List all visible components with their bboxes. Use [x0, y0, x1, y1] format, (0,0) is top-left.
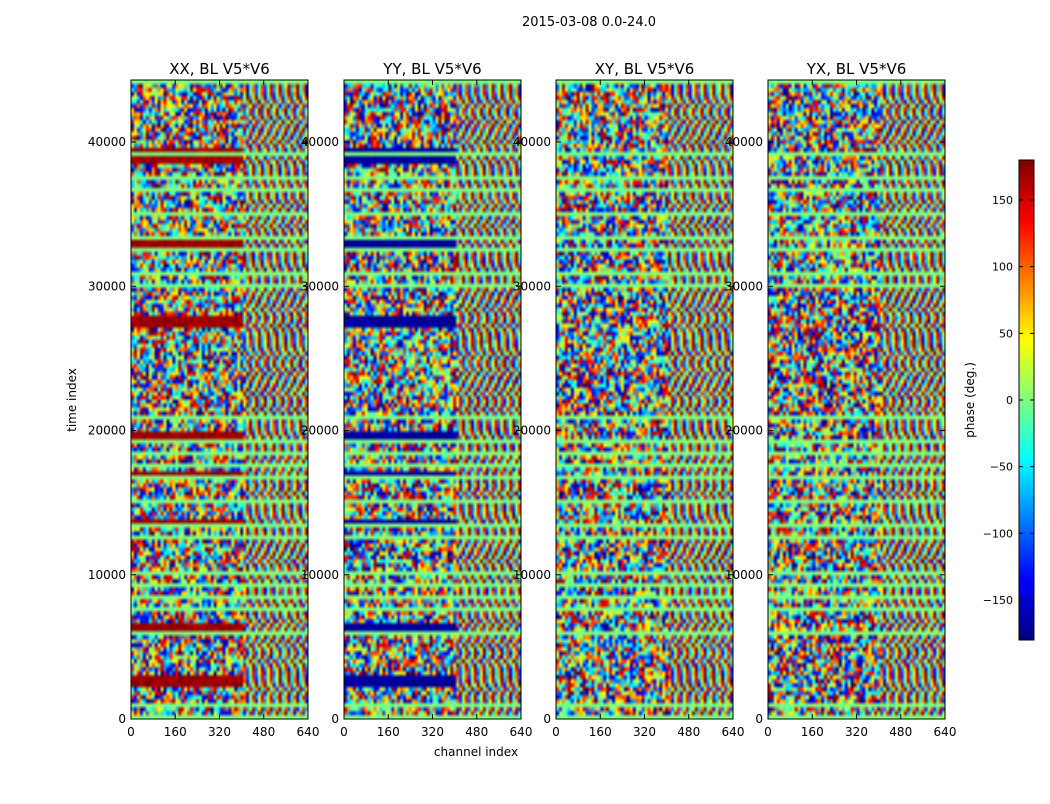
panels: XX, BL V5*V6 0 160 320 480 640 0 10000 20000 3000…	[88, 60, 957, 739]
y-tick-label: 0	[755, 712, 763, 726]
x-tick-label: 0	[340, 725, 348, 739]
x-tick-label: 640	[297, 725, 320, 739]
y-axis-label: time index	[65, 368, 79, 432]
y-tick-label: 20000	[725, 424, 763, 438]
y-tick-label: 10000	[725, 568, 763, 582]
x-tick-label: 0	[552, 725, 560, 739]
x-tick-label: 0	[764, 725, 772, 739]
x-tick-label: 640	[722, 725, 745, 739]
colorbar-tick-label: 100	[992, 261, 1013, 274]
x-tick-label: 480	[677, 725, 700, 739]
y-tick-label: 10000	[301, 568, 339, 582]
x-tick-label: 160	[377, 725, 400, 739]
colorbar-tick-label: 150	[992, 194, 1013, 207]
y-tick-label: 20000	[301, 424, 339, 438]
colorbar-tick-label: −50	[990, 461, 1013, 474]
colorbar-tick-label: 0	[1006, 394, 1013, 407]
x-tick-label: 160	[801, 725, 824, 739]
x-tick-label: 480	[465, 725, 488, 739]
x-tick-label: 320	[633, 725, 656, 739]
x-tick-label: 480	[889, 725, 912, 739]
colorbar-tick-label: −150	[983, 594, 1013, 607]
x-tick-label: 160	[164, 725, 187, 739]
x-tick-label: 320	[208, 725, 231, 739]
figure-title: 2015-03-08 0.0-24.0	[522, 15, 656, 30]
y-tick-label: 40000	[513, 135, 551, 149]
y-tick-label: 20000	[88, 424, 126, 438]
panel-2: YY, BL V5*V6 0 160 320 480 640 0 10000 20000 3000…	[301, 60, 533, 739]
y-tick-label: 40000	[301, 135, 339, 149]
x-tick-label: 160	[589, 725, 612, 739]
colorbar-tick-label: −100	[983, 527, 1013, 540]
y-tick-label: 10000	[513, 568, 551, 582]
x-tick-label: 480	[252, 725, 275, 739]
heatmap-image-1	[131, 80, 308, 719]
y-tick-label: 30000	[88, 279, 126, 293]
heatmap-image-4	[768, 80, 945, 719]
colorbar-tick-label: 50	[999, 327, 1013, 340]
y-tick-label: 30000	[725, 279, 763, 293]
x-tick-label: 640	[934, 725, 957, 739]
y-tick-label: 0	[543, 712, 551, 726]
x-tick-label: 320	[845, 725, 868, 739]
x-tick-label: 320	[421, 725, 444, 739]
panel-title-3: XY, BL V5*V6	[595, 60, 695, 78]
panel-title-4: YX, BL V5*V6	[806, 60, 907, 78]
colorbar: 150 100 50 0 −50 −100 −150	[983, 159, 1035, 641]
y-tick-label: 40000	[88, 135, 126, 149]
heatmap-image-3	[556, 80, 733, 719]
colorbar-gradient	[1019, 160, 1034, 640]
x-axis-label: channel index	[434, 745, 518, 759]
y-tick-label: 0	[331, 712, 339, 726]
y-tick-label: 40000	[725, 135, 763, 149]
y-tick-label: 30000	[513, 279, 551, 293]
heatmap-image-2	[344, 80, 521, 719]
x-tick-label: 640	[510, 725, 533, 739]
panel-title-1: XX, BL V5*V6	[169, 60, 270, 78]
panel-3: XY, BL V5*V6 0 160 320 480 640 0 10000 20000 3000…	[513, 60, 745, 739]
colorbar-label: phase (deg.)	[963, 362, 977, 438]
panel-4: YX, BL V5*V6 0 160 320 480 640 0 10000 20000 3000…	[725, 60, 957, 739]
panel-1: XX, BL V5*V6 0 160 320 480 640 0 10000 20000 3000…	[88, 60, 320, 739]
y-tick-label: 10000	[88, 568, 126, 582]
y-tick-label: 0	[118, 712, 126, 726]
panel-title-2: YY, BL V5*V6	[382, 60, 481, 78]
x-tick-label: 0	[127, 725, 135, 739]
y-tick-label: 20000	[513, 424, 551, 438]
y-tick-label: 30000	[301, 279, 339, 293]
